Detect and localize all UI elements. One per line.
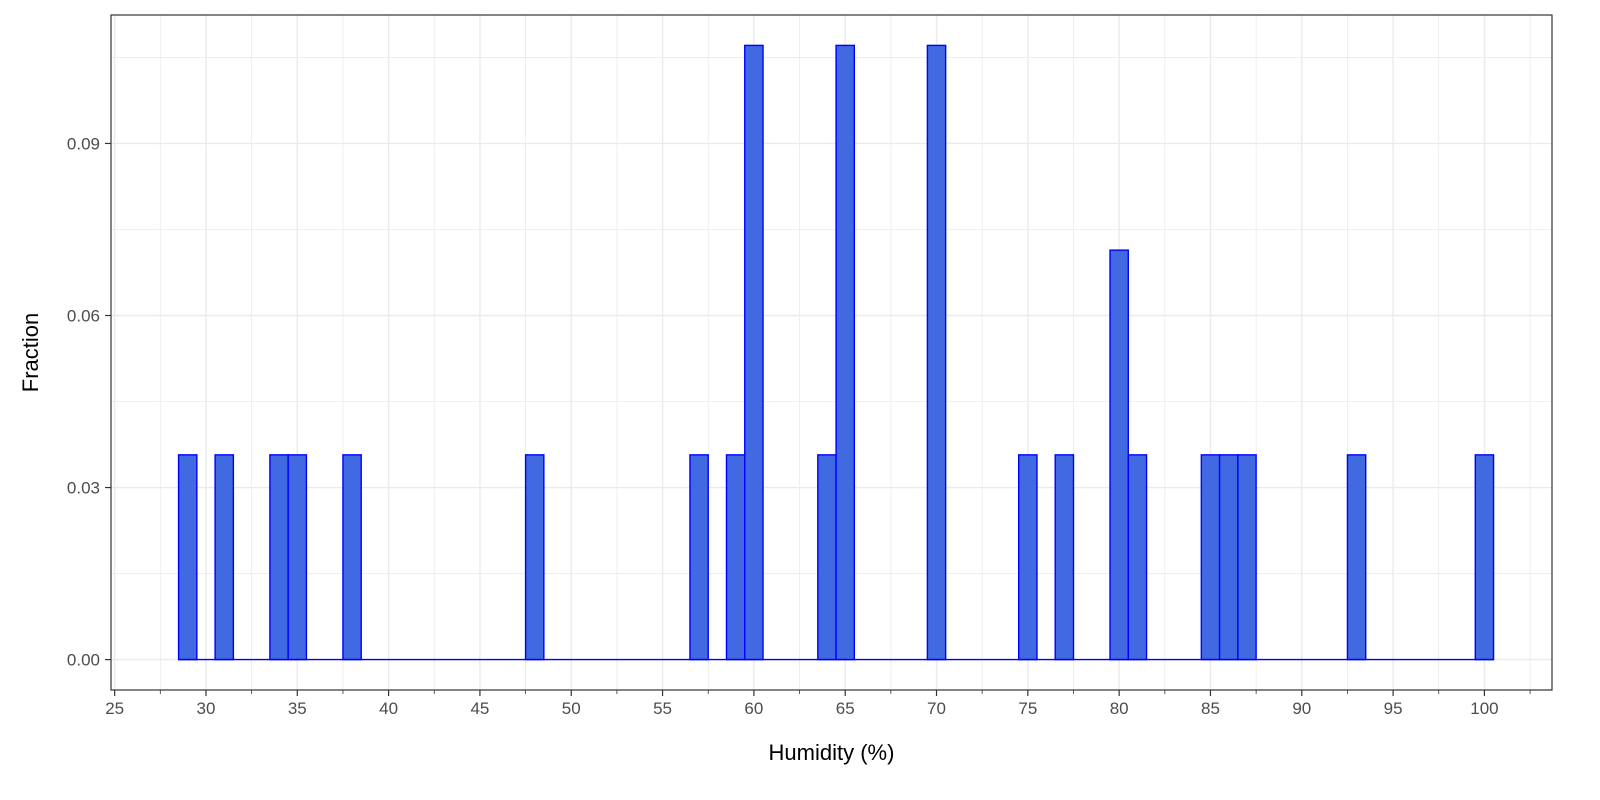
x-tick-label: 95 bbox=[1384, 699, 1403, 718]
x-axis: 25 30 35 40 45 50 55 60 65 70 75 80 85 90 95 100 bbox=[105, 690, 1531, 718]
histogram-bar bbox=[926, 44, 947, 661]
histogram-bar bbox=[342, 454, 362, 661]
x-tick-label: 45 bbox=[470, 699, 489, 718]
y-axis: 0.00 0.03 0.06 0.09 bbox=[67, 134, 111, 670]
x-tick-label: 25 bbox=[105, 699, 124, 718]
histogram-bar bbox=[744, 44, 764, 661]
x-tick-label: 75 bbox=[1018, 699, 1037, 718]
x-tick-label: 85 bbox=[1201, 699, 1220, 718]
histogram-bar bbox=[817, 454, 837, 661]
histogram-bar bbox=[177, 454, 198, 661]
histogram-bar bbox=[725, 454, 746, 661]
histogram-bar bbox=[269, 454, 289, 661]
y-tick-label: 0.00 bbox=[67, 651, 100, 670]
y-axis-title: Fraction bbox=[18, 313, 43, 392]
x-tick-label: 55 bbox=[653, 699, 672, 718]
histogram-bar bbox=[1237, 454, 1257, 661]
histogram-bar bbox=[1018, 454, 1038, 661]
y-tick-label: 0.09 bbox=[67, 134, 100, 153]
histogram-bar bbox=[1200, 454, 1221, 661]
histogram-bar bbox=[1127, 454, 1148, 661]
x-tick-label: 100 bbox=[1470, 699, 1498, 718]
histogram-bar bbox=[1054, 454, 1075, 661]
histogram-bar bbox=[214, 454, 235, 661]
histogram-bar bbox=[1474, 454, 1495, 661]
panel-border bbox=[110, 14, 1553, 691]
histogram-bar bbox=[835, 44, 856, 661]
histogram-bar bbox=[1109, 249, 1129, 661]
histogram-bar bbox=[524, 454, 545, 661]
x-tick-label: 90 bbox=[1292, 699, 1311, 718]
x-tick-label: 35 bbox=[288, 699, 307, 718]
histogram-bar bbox=[287, 454, 308, 661]
x-tick-label: 40 bbox=[379, 699, 398, 718]
x-tick-label: 70 bbox=[927, 699, 946, 718]
x-tick-label: 30 bbox=[197, 699, 216, 718]
x-tick-label: 60 bbox=[744, 699, 763, 718]
x-axis-title: Humidity (%) bbox=[769, 740, 895, 765]
x-tick-label: 65 bbox=[836, 699, 855, 718]
histogram-bars bbox=[177, 44, 1495, 661]
histogram-bar bbox=[689, 454, 709, 661]
histogram-bar bbox=[1346, 454, 1367, 661]
x-tick-label: 80 bbox=[1110, 699, 1129, 718]
y-tick-label: 0.03 bbox=[67, 479, 100, 498]
x-tick-label: 50 bbox=[562, 699, 581, 718]
y-tick-label: 0.06 bbox=[67, 307, 100, 326]
histogram-bar bbox=[1218, 454, 1239, 661]
